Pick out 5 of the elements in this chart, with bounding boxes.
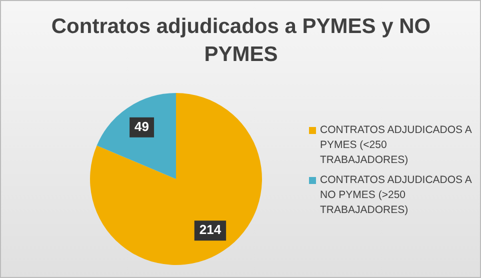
chart-title: Contratos adjudicados a PYMES y NO PYMES <box>50 14 432 68</box>
legend-label: CONTRATOS ADJUDICADOS A NO PYMES (>250 TRABAJADORES) <box>320 173 473 218</box>
data-label: 49 <box>134 118 150 134</box>
legend-label: CONTRATOS ADJUDICADOS A PYMES (<250 TRABAJADORES) <box>320 123 473 168</box>
data-label: 214 <box>199 222 222 238</box>
